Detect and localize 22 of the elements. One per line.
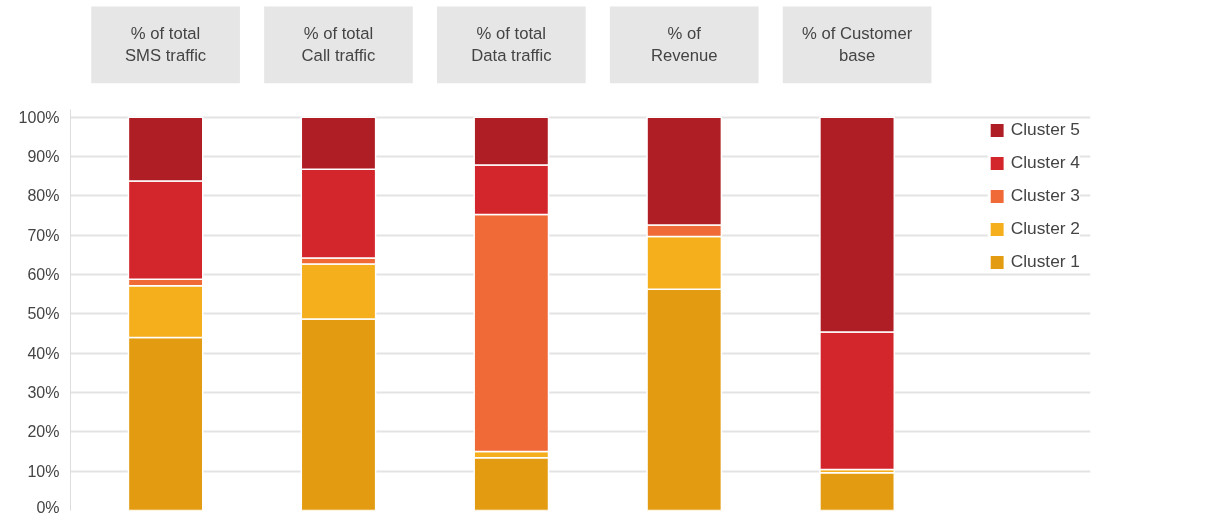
y-tick-label: 30% xyxy=(27,384,60,402)
y-tick-label: 90% xyxy=(27,148,60,166)
y-tick-label: 0% xyxy=(36,498,60,516)
bar xyxy=(819,472,896,511)
y-tick-label: 40% xyxy=(27,344,60,362)
x-tick-label: % of Customer base xyxy=(802,24,913,66)
x-tick-label: % of total Data traffic xyxy=(471,24,552,66)
y-tick-label: 100% xyxy=(18,108,60,126)
y-tick-label: 60% xyxy=(27,266,60,284)
y-tick-label: 70% xyxy=(27,226,60,244)
y-tick-label: 10% xyxy=(27,462,60,480)
legend-label: Cluster 1 xyxy=(1010,251,1080,272)
y-tick-label: 80% xyxy=(27,187,60,205)
y-tick-label: 50% xyxy=(27,305,60,323)
legend-label: Cluster 2 xyxy=(1010,218,1080,239)
x-tick-label: % of total Call traffic xyxy=(301,24,376,66)
y-tick-label: 20% xyxy=(27,423,60,441)
legend-label: Cluster 3 xyxy=(1010,185,1080,206)
legend-label: Cluster 5 xyxy=(1010,119,1080,140)
x-tick-label: % of total SMS traffic xyxy=(125,24,207,66)
x-tick-label: % of Revenue xyxy=(650,24,718,66)
legend-label: Cluster 4 xyxy=(1010,152,1080,173)
